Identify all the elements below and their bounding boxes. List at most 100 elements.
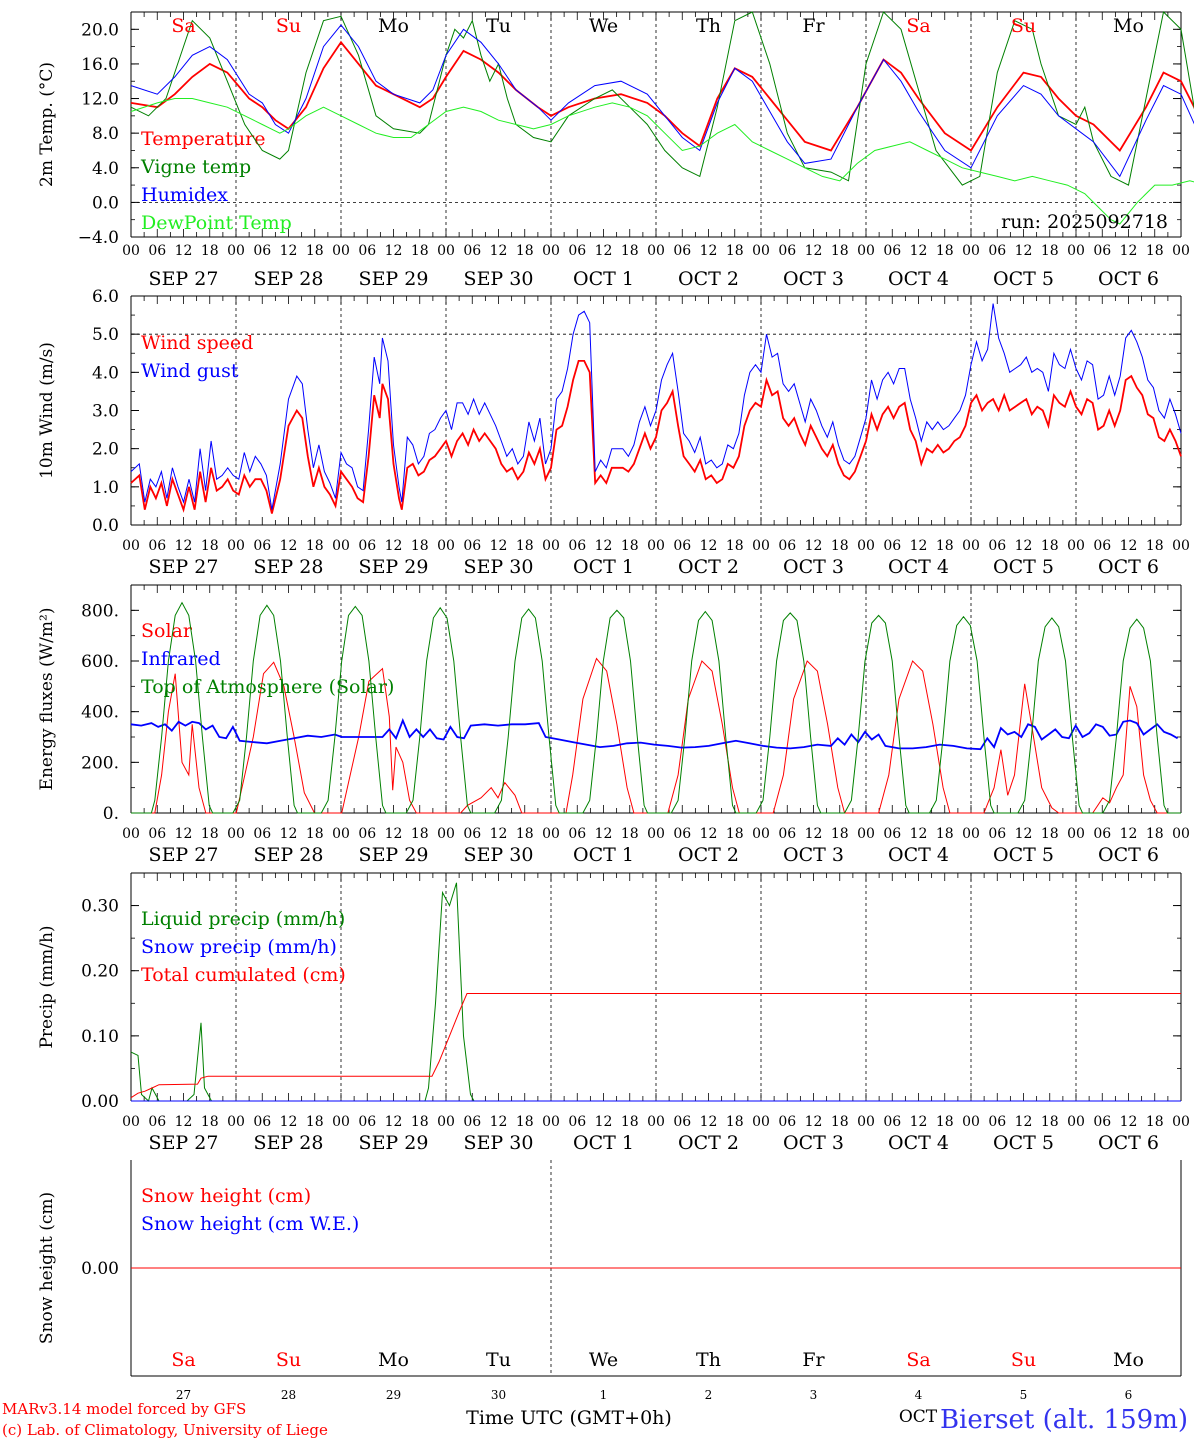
weekday-label: Sa (171, 15, 195, 37)
hour-tick-label: 18 (516, 243, 534, 259)
hour-tick-label: 00 (227, 1114, 245, 1130)
hour-tick-label: 12 (1015, 1114, 1033, 1130)
hour-tick-label: 00 (1172, 1114, 1190, 1130)
hour-tick-label: 00 (542, 826, 560, 842)
hour-tick-label: 12 (1120, 538, 1138, 554)
date-label: SEP 30 (464, 268, 534, 290)
weekday-label: Mo (378, 1349, 409, 1371)
hour-tick-label: 12 (385, 1114, 403, 1130)
y-tick-label: 5.0 (92, 325, 119, 345)
weekday-label: Su (1011, 15, 1036, 37)
legend-dewpoint-temp: DewPoint Temp (141, 212, 292, 234)
weekday-label: We (589, 15, 618, 37)
hour-tick-label: 06 (358, 243, 376, 259)
hour-tick-label: 18 (411, 538, 429, 554)
hour-tick-label: 06 (883, 826, 901, 842)
hour-tick-label: 18 (306, 538, 324, 554)
hour-tick-label: 00 (647, 243, 665, 259)
hour-tick-label: 06 (358, 826, 376, 842)
date-label: SEP 28 (254, 1132, 324, 1154)
weekday-label: Sa (171, 1349, 195, 1371)
panel-2: 0.0 1.0 2.0 3.0 4.0 5.0 6.0 10m Wind (m/s) Wind … (37, 287, 1190, 578)
hour-tick-label: 06 (988, 826, 1006, 842)
weekday-label: Tu (486, 15, 511, 37)
hour-tick-label: 00 (857, 243, 875, 259)
date-label: SEP 27 (149, 1132, 219, 1154)
weekday-label: Sa (906, 1349, 930, 1371)
hour-tick-label: 18 (1041, 1114, 1059, 1130)
hour-tick-label: 12 (805, 826, 823, 842)
hour-tick-label: 06 (358, 1114, 376, 1130)
hour-tick-label: 06 (883, 243, 901, 259)
hour-tick-label: 06 (568, 538, 586, 554)
hour-tick-label: 18 (726, 1114, 744, 1130)
hour-tick-label: 12 (805, 538, 823, 554)
hour-tick-label: 06 (1093, 243, 1111, 259)
hour-tick-label: 06 (463, 243, 481, 259)
hour-tick-label: 12 (595, 538, 613, 554)
y-tick-label: 800. (81, 601, 119, 621)
hour-tick-label: 00 (122, 538, 140, 554)
legend-temperature: Temperature (141, 128, 265, 150)
hour-tick-label: 18 (201, 826, 219, 842)
hour-tick-label: 18 (516, 1114, 534, 1130)
hour-tick-label: 18 (936, 538, 954, 554)
day-number-label: 29 (386, 1388, 401, 1402)
run-label: run: 2025092718 (1001, 211, 1168, 233)
hour-tick-label: 06 (148, 826, 166, 842)
date-label: SEP 29 (359, 556, 429, 578)
date-label: OCT 1 (573, 556, 634, 578)
y-tick-label: 0.0 (92, 516, 119, 536)
legend-top-of-atmosphere-solar-: Top of Atmosphere (Solar) (141, 676, 394, 698)
hour-tick-label: 12 (490, 538, 508, 554)
hour-tick-label: 18 (831, 243, 849, 259)
hour-tick-label: 00 (962, 538, 980, 554)
hour-tick-label: 00 (1067, 1114, 1085, 1130)
date-label: SEP 27 (149, 844, 219, 866)
series-line-dewpoint-temp (130, 98, 1194, 225)
series-line-temperature (130, 40, 1194, 152)
date-label: OCT 1 (573, 268, 634, 290)
hour-tick-label: 12 (910, 1114, 928, 1130)
day-number-label: 30 (491, 1388, 506, 1402)
day-number-label: 6 (1125, 1388, 1133, 1402)
y-axis-title: Precip (mm/h) (37, 925, 57, 1048)
legend-liquid-precip-mm-h-: Liquid precip (mm/h) (141, 908, 345, 930)
weekday-label: Th (696, 1349, 721, 1371)
y-tick-label: 0.00 (81, 1259, 119, 1279)
y-tick-label: 2.0 (92, 440, 119, 460)
footer-model-text: MARv3.14 model forced by GFS (2, 1400, 246, 1418)
hour-tick-label: 06 (463, 538, 481, 554)
hour-tick-label: 06 (778, 243, 796, 259)
hour-tick-label: 18 (831, 826, 849, 842)
date-label: SEP 28 (254, 268, 324, 290)
hour-tick-label: 00 (122, 826, 140, 842)
y-tick-label: 4.0 (92, 363, 119, 383)
hour-tick-label: 06 (673, 1114, 691, 1130)
hour-tick-label: 12 (805, 1114, 823, 1130)
legend-vigne-temp: Vigne temp (140, 156, 251, 178)
weekday-label: Mo (1113, 15, 1144, 37)
date-label: SEP 30 (464, 844, 534, 866)
date-label: OCT 2 (678, 1132, 739, 1154)
hour-tick-label: 12 (1015, 826, 1033, 842)
date-label: OCT 2 (678, 268, 739, 290)
day-number-label: 27 (176, 1388, 191, 1402)
hour-tick-label: 12 (700, 538, 718, 554)
hour-tick-label: 12 (1120, 826, 1138, 842)
hour-tick-label: 12 (385, 826, 403, 842)
date-label: SEP 28 (254, 844, 324, 866)
hour-tick-label: 06 (568, 1114, 586, 1130)
hour-tick-label: 12 (1015, 243, 1033, 259)
hour-tick-label: 06 (778, 1114, 796, 1130)
hour-tick-label: 06 (358, 538, 376, 554)
hour-tick-label: 06 (463, 826, 481, 842)
date-label: OCT 4 (888, 844, 949, 866)
hour-tick-label: 18 (516, 826, 534, 842)
hour-tick-label: 06 (148, 538, 166, 554)
y-tick-label: 1.0 (92, 478, 119, 498)
hour-tick-label: 00 (542, 538, 560, 554)
day-number-label: 4 (915, 1388, 923, 1402)
hour-tick-label: 00 (647, 826, 665, 842)
